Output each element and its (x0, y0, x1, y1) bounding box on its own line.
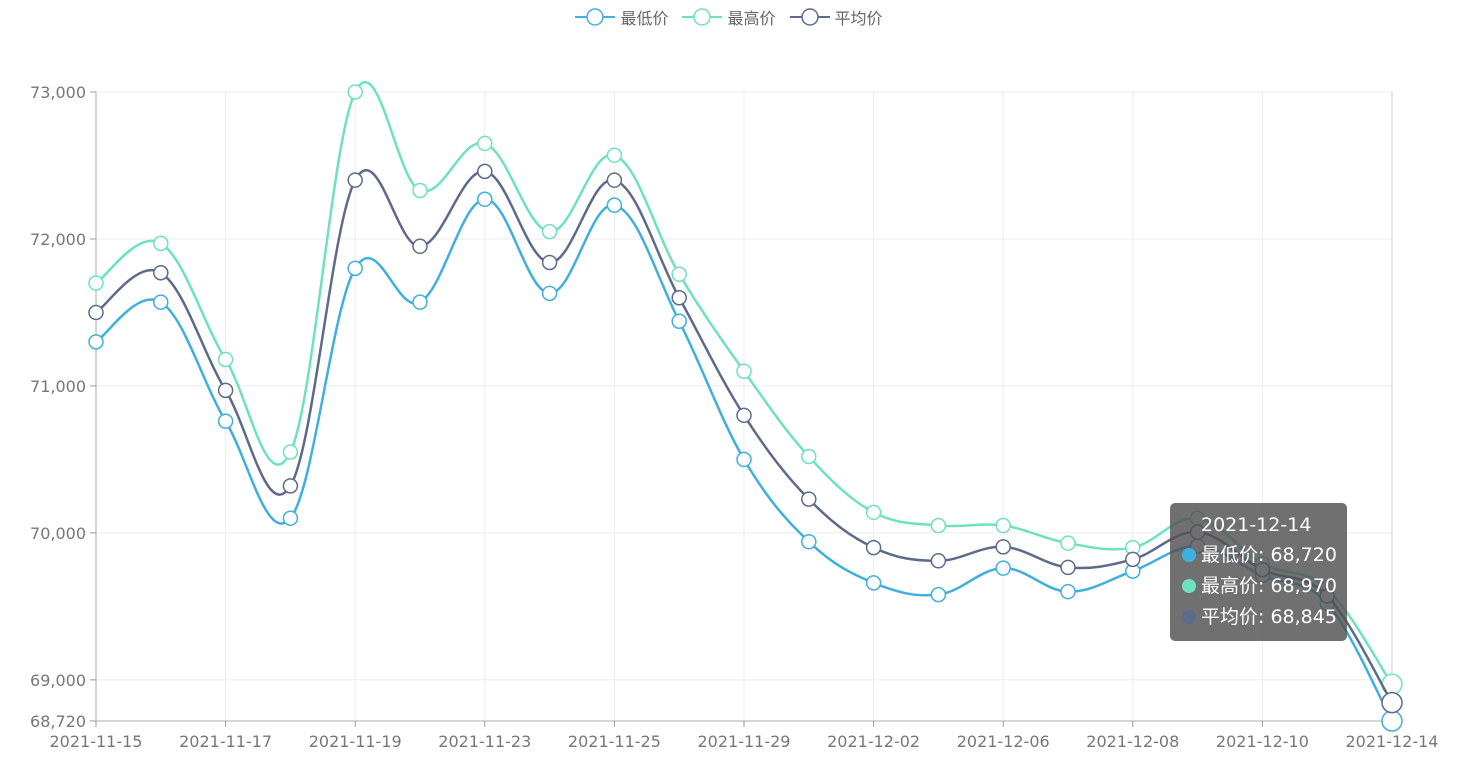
data-point-avg[interactable] (217, 382, 234, 399)
data-point-max[interactable] (865, 504, 882, 521)
tooltip-dot-avg (1182, 610, 1196, 624)
x-tick-label: 2021-11-25 (568, 732, 661, 751)
x-tick-label: 2021-12-08 (1086, 732, 1179, 751)
data-point-avg[interactable] (1381, 691, 1403, 714)
data-point-max[interactable] (347, 84, 363, 100)
data-point-max[interactable] (88, 275, 104, 291)
data-point-max[interactable] (412, 182, 428, 199)
data-point-min[interactable] (88, 334, 104, 350)
data-point-avg[interactable] (347, 172, 363, 188)
data-point-max[interactable] (606, 147, 623, 163)
series-line-avg (95, 169, 1394, 704)
tooltip-row-max: 最高价: 68,970 (1182, 574, 1347, 598)
legend-label-max: 最高价 (727, 9, 776, 28)
data-point-min[interactable] (606, 197, 623, 213)
data-point-min[interactable] (930, 586, 947, 603)
tooltip-row-min: 最低价: 68,720 (1182, 543, 1347, 567)
tooltip-dot-min (1182, 548, 1196, 562)
tooltip-value-max: 最高价: 68,970 (1201, 575, 1337, 597)
data-point-max[interactable] (930, 517, 947, 534)
legend-label-avg: 平均价 (834, 9, 883, 28)
data-point-avg[interactable] (865, 539, 882, 556)
data-point-avg[interactable] (995, 539, 1011, 555)
tooltip-title: 2021-12-14 (1201, 514, 1312, 536)
x-axis-ticks: 2021-11-15 2021-11-17 2021-11-19 2021-11-23… (50, 721, 1439, 751)
data-point-min[interactable] (541, 285, 558, 302)
legend-marker-min (575, 8, 616, 26)
y-tick-label: 73,000 (30, 83, 86, 102)
data-point-max[interactable] (671, 266, 687, 282)
tooltip-value-min: 最低价: 68,720 (1201, 544, 1337, 566)
data-point-min[interactable] (801, 533, 817, 550)
data-point-avg[interactable] (606, 172, 623, 188)
legend-item-avg[interactable]: 平均价 (789, 5, 883, 29)
data-point-avg[interactable] (930, 553, 947, 569)
series-min (88, 191, 1403, 732)
data-point-min[interactable] (865, 575, 882, 591)
data-point-avg[interactable] (1125, 551, 1141, 568)
legend-marker-avg (789, 8, 830, 26)
tooltip-value-avg: 平均价: 68,845 (1201, 606, 1337, 628)
data-point-max[interactable] (217, 351, 234, 368)
data-point-max[interactable] (1060, 535, 1076, 551)
data-point-max[interactable] (477, 135, 493, 152)
x-tick-label: 2021-12-06 (957, 732, 1050, 751)
data-point-max[interactable] (995, 517, 1011, 534)
y-tick-label: 71,000 (30, 377, 86, 396)
data-point-avg[interactable] (282, 478, 299, 494)
data-point-min[interactable] (671, 313, 687, 330)
data-point-max[interactable] (282, 444, 299, 460)
data-point-min[interactable] (347, 260, 363, 277)
data-point-min[interactable] (995, 560, 1011, 576)
legend-label-min: 最低价 (620, 9, 669, 28)
y-tick-label: 72,000 (30, 230, 86, 249)
data-point-avg[interactable] (88, 304, 104, 321)
data-point-max[interactable] (801, 448, 817, 465)
data-point-avg[interactable] (412, 238, 428, 255)
y-tick-label: 68,720 (30, 712, 86, 731)
x-tick-label: 2021-11-29 (698, 732, 791, 751)
y-tick-label: 69,000 (30, 671, 86, 690)
legend-item-min[interactable]: 最低价 (575, 5, 668, 29)
data-point-min[interactable] (282, 510, 299, 526)
x-tick-label: 2021-11-17 (179, 732, 272, 751)
data-point-max[interactable] (736, 363, 752, 379)
data-point-min[interactable] (736, 451, 752, 468)
x-tick-label: 2021-12-10 (1216, 732, 1309, 751)
y-tick-label: 70,000 (30, 524, 86, 543)
data-point-max[interactable] (541, 223, 558, 240)
data-point-avg[interactable] (477, 163, 493, 180)
tooltip-dot-max (1182, 579, 1196, 593)
tooltip-row-avg: 平均价: 68,845 (1182, 605, 1347, 629)
x-tick-label: 2021-11-15 (50, 732, 143, 751)
series-max (88, 80, 1403, 696)
data-point-min[interactable] (1060, 583, 1076, 600)
data-point-max[interactable] (153, 235, 169, 252)
data-point-avg[interactable] (801, 491, 817, 507)
data-point-avg[interactable] (541, 254, 558, 271)
x-tick-label: 2021-12-14 (1346, 732, 1439, 751)
x-tick-label: 2021-11-23 (438, 732, 531, 751)
data-point-min[interactable] (477, 191, 493, 208)
data-point-avg[interactable] (153, 265, 169, 281)
data-point-avg[interactable] (736, 407, 752, 424)
legend: 最低价 最高价 平均价 (0, 5, 1458, 29)
legend-marker-max (682, 8, 723, 26)
x-tick-label: 2021-12-02 (827, 732, 920, 751)
tooltip: 2021-12-14 最低价: 68,720 最高价: 68,970 平均价: … (1170, 503, 1347, 641)
data-point-min[interactable] (412, 294, 428, 310)
data-point-min[interactable] (217, 413, 234, 429)
y-axis-ticks: 73,000 72,000 71,000 70,000 69,000 68,720 (30, 83, 96, 731)
data-point-avg[interactable] (671, 289, 687, 306)
data-point-avg[interactable] (1060, 559, 1076, 576)
x-tick-label: 2021-11-19 (309, 732, 402, 751)
legend-item-max[interactable]: 最高价 (682, 5, 776, 29)
data-point-min[interactable] (153, 294, 169, 310)
data-point-min[interactable] (1381, 710, 1403, 732)
